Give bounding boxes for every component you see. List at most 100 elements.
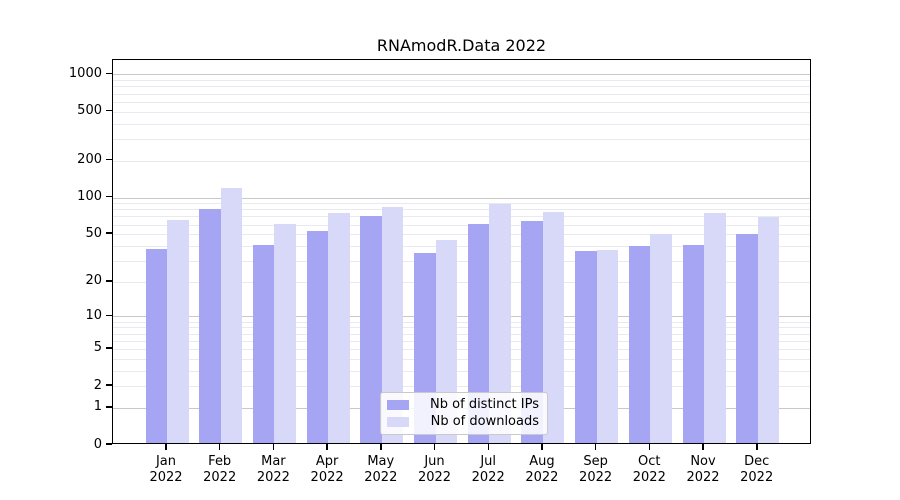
minor-gridline: [113, 224, 810, 226]
x-tick-mark: [594, 444, 597, 450]
y-tick-mark: [106, 158, 112, 161]
minor-gridline: [113, 234, 810, 236]
major-gridline: [113, 74, 810, 76]
minor-gridline: [113, 123, 810, 125]
y-tick-label-20: 20: [85, 273, 102, 289]
x-tick-label-oct: Oct 2022: [632, 454, 666, 485]
bar-nov-distinct-ips: [682, 244, 704, 443]
bar-nov-downloads: [704, 212, 726, 443]
bar-jul-downloads: [489, 203, 511, 443]
legend-label-downloads: Nb of downloads: [430, 414, 539, 430]
plot-area: [112, 59, 811, 444]
minor-gridline: [113, 327, 810, 329]
x-tick-mark: [541, 444, 543, 450]
y-tick-label-5: 5: [93, 340, 102, 356]
major-gridline: [113, 316, 810, 318]
y-tick-label-500: 500: [77, 103, 102, 119]
minor-gridline: [113, 209, 810, 211]
bar-dec-downloads: [757, 217, 780, 443]
y-tick-label-200: 200: [77, 152, 102, 168]
x-tick-label-may: May 2022: [364, 454, 398, 485]
x-tick-label-jan: Jan 2022: [149, 454, 183, 485]
minor-gridline: [113, 80, 810, 82]
bar-oct-downloads: [650, 234, 672, 443]
x-tick-label-apr: Apr 2022: [310, 454, 344, 485]
bar-aug-downloads: [542, 212, 565, 443]
legend-swatch-distinct-ips: [387, 399, 409, 410]
y-tick-mark: [106, 314, 112, 317]
minor-gridline: [113, 203, 810, 205]
bar-mar-distinct-ips: [252, 244, 275, 443]
minor-gridline: [113, 370, 810, 372]
y-tick-label-0: 0: [93, 436, 102, 452]
legend: Nb of distinct IPs Nb of downloads: [380, 392, 548, 435]
legend-swatch-downloads: [387, 417, 409, 428]
bar-sep-downloads: [596, 249, 619, 443]
y-tick-mark: [106, 443, 112, 445]
minor-gridline: [113, 358, 810, 360]
y-tick-label-2: 2: [93, 377, 102, 393]
minor-gridline: [113, 93, 810, 95]
y-tick-mark: [106, 72, 112, 75]
minor-gridline: [113, 245, 810, 247]
y-tick-mark: [106, 347, 112, 349]
bar-dec-distinct-ips: [736, 234, 758, 443]
legend-entry-distinct-ips: Nb of distinct IPs: [387, 397, 539, 413]
minor-gridline: [113, 111, 810, 113]
x-tick-label-jul: Jul 2022: [471, 454, 505, 485]
bar-jul-distinct-ips: [467, 223, 490, 443]
x-tick-label-feb: Feb 2022: [203, 454, 237, 485]
bar-aug-distinct-ips: [521, 221, 543, 443]
y-tick-mark: [106, 384, 112, 386]
x-tick-label-dec: Dec 2022: [740, 454, 774, 485]
x-tick-label-nov: Nov 2022: [686, 454, 720, 485]
bar-jan-distinct-ips: [145, 248, 167, 443]
x-tick-mark: [326, 444, 328, 450]
minor-gridline: [113, 281, 810, 283]
bar-sep-distinct-ips: [575, 251, 597, 443]
y-tick-label-1: 1: [93, 399, 102, 415]
minor-gridline: [113, 321, 810, 323]
minor-gridline: [113, 260, 810, 262]
y-tick-label-10: 10: [85, 307, 102, 323]
y-tick-label-100: 100: [77, 189, 102, 204]
x-tick-mark: [218, 444, 221, 450]
bar-apr-downloads: [328, 212, 350, 443]
x-tick-mark: [165, 444, 167, 450]
bar-mar-downloads: [274, 223, 296, 443]
x-tick-mark: [433, 444, 436, 450]
x-tick-mark: [272, 444, 275, 450]
bar-apr-distinct-ips: [306, 231, 329, 443]
x-tick-label-mar: Mar 2022: [256, 454, 290, 485]
x-tick-mark: [756, 444, 758, 450]
minor-gridline: [113, 86, 810, 88]
minor-gridline: [113, 386, 810, 388]
y-tick-mark: [106, 232, 112, 234]
y-tick-mark: [106, 280, 112, 282]
bar-may-distinct-ips: [360, 215, 382, 443]
minor-gridline: [113, 333, 810, 335]
bar-feb-downloads: [220, 188, 243, 443]
x-tick-mark: [487, 444, 489, 450]
y-tick-label-1000: 1000: [68, 65, 102, 81]
chart-title: RNAmodR.Data 2022: [376, 36, 547, 55]
legend-entry-downloads: Nb of downloads: [387, 414, 539, 430]
x-tick-label-sep: Sep 2022: [579, 454, 613, 485]
x-tick-mark: [702, 444, 704, 450]
minor-gridline: [113, 101, 810, 103]
major-gridline: [113, 197, 810, 199]
bar-may-downloads: [381, 206, 404, 443]
y-tick-label-50: 50: [85, 225, 102, 241]
x-tick-label-jun: Jun 2022: [417, 454, 452, 485]
minor-gridline: [113, 138, 810, 140]
x-tick-mark: [380, 444, 382, 450]
bar-oct-distinct-ips: [628, 245, 651, 443]
x-tick-label-aug: Aug 2022: [525, 454, 559, 485]
y-tick-mark: [106, 195, 112, 198]
y-tick-mark: [106, 406, 112, 408]
minor-gridline: [113, 340, 810, 342]
bar-jan-downloads: [167, 220, 189, 443]
y-tick-mark: [106, 109, 112, 112]
bar-feb-distinct-ips: [199, 209, 221, 443]
